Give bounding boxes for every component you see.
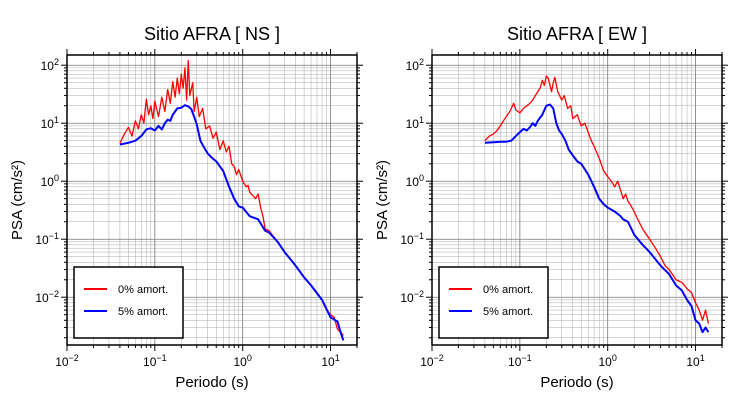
y-tick-label-base: 10 (400, 291, 414, 305)
y-tick-label-base: 10 (41, 175, 55, 189)
y-tick-label-exp: 2 (54, 57, 59, 67)
chart-title: Sitio AFRA [ EW ] (507, 24, 647, 44)
y-tick-label: 10−1 (400, 231, 424, 247)
x-tick-label-exp: −1 (156, 353, 166, 363)
legend-label-1: 5% amort. (483, 306, 533, 318)
y-tick-label-exp: 2 (419, 57, 424, 67)
y-tick-label: 102 (406, 57, 424, 73)
y-tick-label: 10−2 (35, 289, 59, 305)
x-axis-label: Periodo (s) (175, 374, 248, 391)
x-tick-label-exp: 1 (335, 353, 340, 363)
y-tick-label-exp: −2 (414, 289, 424, 299)
y-tick-label: 10−1 (35, 231, 59, 247)
x-tick-label: 100 (234, 353, 252, 369)
y-tick-label-exp: 1 (419, 115, 424, 125)
x-tick-label-exp: 1 (700, 353, 705, 363)
plot-frame (66, 54, 358, 346)
y-tick-label-exp: −2 (49, 289, 59, 299)
y-tick-label-base: 10 (35, 291, 49, 305)
y-tick-label: 100 (406, 173, 424, 189)
legend-label-0: 0% amort. (118, 284, 168, 296)
x-tick-label-exp: −2 (69, 353, 79, 363)
y-axis-label: PSA (cm/s²) (374, 160, 391, 240)
x-tick-label-base: 10 (321, 355, 335, 369)
y-tick-label-base: 10 (406, 59, 420, 73)
y-tick-label-exp: −1 (49, 231, 59, 241)
series-line-1 (119, 104, 345, 341)
legend-label-0: 0% amort. (483, 284, 533, 296)
y-axis-label: PSA (cm/s²) (9, 160, 26, 240)
x-tick-label-exp: 0 (247, 353, 252, 363)
x-tick-label-base: 10 (420, 355, 434, 369)
x-tick-label: 100 (599, 353, 617, 369)
x-tick-label-exp: 0 (612, 353, 617, 363)
y-tick-label-base: 10 (41, 117, 55, 131)
y-tick-label-exp: 0 (54, 173, 59, 183)
y-tick-label-base: 10 (35, 233, 49, 247)
series-line-0 (484, 75, 710, 324)
y-tick-label: 10−2 (400, 289, 424, 305)
x-tick-label: 10−1 (508, 353, 532, 369)
y-tick-label-exp: 0 (419, 173, 424, 183)
legend-box (438, 266, 549, 339)
y-tick-label-exp: −1 (414, 231, 424, 241)
x-tick-label-base: 10 (686, 355, 700, 369)
y-tick-label: 101 (406, 115, 424, 131)
x-tick-label-exp: −2 (434, 353, 444, 363)
x-tick-label-base: 10 (599, 355, 613, 369)
x-tick-label-exp: −1 (521, 353, 531, 363)
chart-title: Sitio AFRA [ NS ] (144, 24, 280, 44)
x-tick-label: 10−2 (55, 353, 79, 369)
y-tick-label-base: 10 (406, 175, 420, 189)
x-tick-label-base: 10 (234, 355, 248, 369)
series-line-1 (484, 103, 710, 334)
plot-frame (431, 54, 723, 346)
y-tick-label-base: 10 (400, 233, 414, 247)
y-tick-label-base: 10 (406, 117, 420, 131)
grid (431, 55, 723, 345)
x-tick-label: 101 (321, 353, 339, 369)
x-axis-label: Periodo (s) (540, 374, 613, 391)
y-tick-label: 100 (41, 173, 59, 189)
x-tick-label-base: 10 (508, 355, 522, 369)
x-tick-label-base: 10 (55, 355, 69, 369)
x-tick-label: 10−1 (143, 353, 167, 369)
y-tick-label-exp: 1 (54, 115, 59, 125)
legend-box (73, 266, 184, 339)
legend: 0% amort. 5% amort. (438, 266, 549, 339)
x-tick-label: 10−2 (420, 353, 444, 369)
legend: 0% amort. 5% amort. (73, 266, 184, 339)
x-tick-label: 101 (686, 353, 704, 369)
legend-label-1: 5% amort. (118, 306, 168, 318)
x-tick-label-base: 10 (143, 355, 157, 369)
y-tick-label: 101 (41, 115, 59, 131)
y-tick-label: 102 (41, 57, 59, 73)
y-tick-label-base: 10 (41, 59, 55, 73)
